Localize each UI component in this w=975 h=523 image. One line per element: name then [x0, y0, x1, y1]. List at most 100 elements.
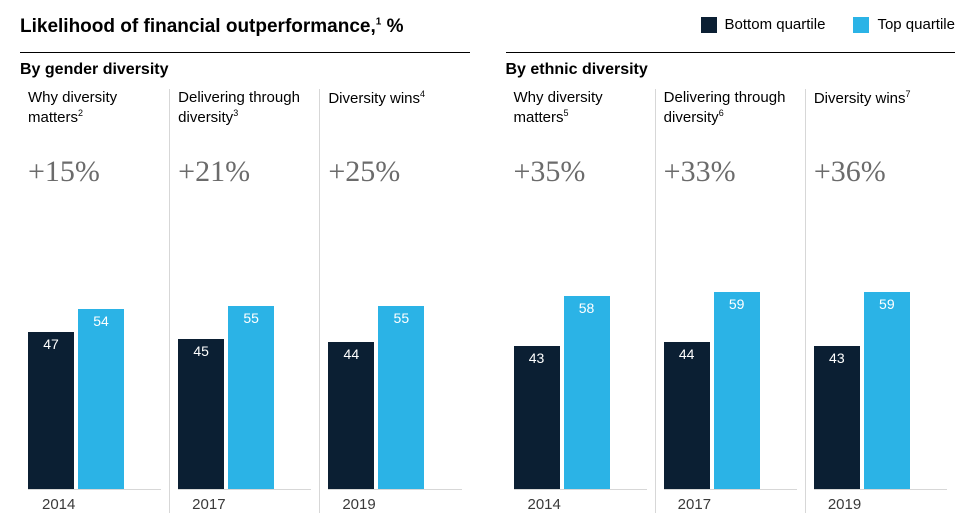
legend: Bottom quartile Top quartile: [701, 16, 955, 33]
legend-item-top: Top quartile: [853, 16, 955, 33]
panel: Delivering through diversity3+21%4555201…: [170, 89, 320, 513]
bar-value: 58: [564, 296, 610, 320]
bars: 4555: [178, 203, 311, 489]
bar-bottom: 43: [814, 346, 860, 489]
panel-label-text: Diversity wins: [814, 90, 906, 107]
delta-value: +15%: [28, 155, 161, 189]
bar-value: 47: [28, 332, 74, 356]
bars: 4754: [28, 203, 161, 489]
bar-value: 59: [864, 292, 910, 316]
panel-label: Delivering through diversity6: [664, 89, 797, 147]
bars-area: 43 58 2014: [514, 203, 647, 513]
panel: Diversity wins7 +36% 43 59 2019: [806, 89, 955, 513]
panel: Why diversity matters5 +35% 43 58 2014: [506, 89, 656, 513]
delta-value: +25%: [328, 155, 461, 189]
bar-top: 58: [564, 296, 610, 489]
panel-label-text: Delivering through diversity: [664, 89, 786, 126]
bar-bottom: 44: [664, 342, 710, 489]
bars: 4455: [328, 203, 461, 489]
panel-label: Why diversity matters5: [514, 89, 647, 147]
bar-rect: 55: [378, 306, 424, 489]
bar-top: 55: [228, 306, 274, 489]
swatch-bottom: [701, 17, 717, 33]
bar-rect: 45: [178, 339, 224, 489]
year-label: 2014: [28, 489, 161, 513]
chart-root: Likelihood of financial outperformance,1…: [0, 0, 975, 523]
bar-rect: 54: [78, 309, 124, 489]
legend-label-bottom: Bottom quartile: [725, 16, 826, 33]
bar-rect: 59: [714, 292, 760, 489]
year-label: 2017: [664, 489, 797, 513]
bar-top: 59: [864, 292, 910, 489]
sections: By gender diversity Why diversity matters…: [20, 52, 955, 513]
panel-label-text: Why diversity matters: [514, 89, 603, 126]
bar-value: 45: [178, 339, 224, 363]
panel-label-text: Diversity wins: [328, 90, 420, 107]
year-label: 2014: [514, 489, 647, 513]
panel-footnote: 3: [233, 108, 238, 118]
section: By ethnic diversity Why diversity matters…: [506, 52, 956, 513]
bars: 44 59: [664, 203, 797, 489]
bar-bottom: 45: [178, 339, 224, 489]
bars-area: 44 59 2017: [664, 203, 797, 513]
bar-top: 55: [378, 306, 424, 489]
panel-footnote: 4: [420, 89, 425, 99]
bars-area: 45552017: [178, 203, 311, 513]
year-label: 2017: [178, 489, 311, 513]
bar-value: 55: [378, 306, 424, 330]
bar-value: 59: [714, 292, 760, 316]
section: By gender diversity Why diversity matters…: [20, 52, 470, 513]
bar-bottom: 44: [328, 342, 374, 489]
year-label: 2019: [814, 489, 947, 513]
bar-top: 54: [78, 309, 124, 489]
swatch-top: [853, 17, 869, 33]
header-row: Likelihood of financial outperformance,1…: [20, 16, 955, 38]
bar-rect: 43: [514, 346, 560, 489]
panel-footnote: 7: [906, 89, 911, 99]
legend-label-top: Top quartile: [877, 16, 955, 33]
panel-footnote: 2: [78, 108, 83, 118]
bars-area: 44552019: [328, 203, 461, 513]
bar-value: 43: [814, 346, 860, 370]
bar-bottom: 47: [28, 332, 74, 489]
panels: Why diversity matters5 +35% 43 58 2014 Delive…: [506, 89, 956, 513]
delta-value: +33%: [664, 155, 797, 189]
delta-value: +36%: [814, 155, 947, 189]
section-heading: By gender diversity: [20, 61, 470, 79]
bars-area: 43 59 2019: [814, 203, 947, 513]
bars-area: 47542014: [28, 203, 161, 513]
panel-footnote: 6: [719, 108, 724, 118]
panel-footnote: 5: [564, 108, 569, 118]
bar-rect: 55: [228, 306, 274, 489]
bar-rect: 44: [328, 342, 374, 489]
bar-rect: 43: [814, 346, 860, 489]
bar-rect: 58: [564, 296, 610, 489]
bar-value: 44: [328, 342, 374, 366]
bar-value: 43: [514, 346, 560, 370]
legend-item-bottom: Bottom quartile: [701, 16, 826, 33]
title-unit: %: [381, 16, 403, 37]
panel: Why diversity matters2+15%47542014: [20, 89, 170, 513]
section-heading: By ethnic diversity: [506, 61, 956, 79]
bar-rect: 59: [864, 292, 910, 489]
panel-label: Delivering through diversity3: [178, 89, 311, 147]
bars: 43 58: [514, 203, 647, 489]
panel-label: Diversity wins4: [328, 89, 461, 147]
chart-title: Likelihood of financial outperformance,1…: [20, 16, 404, 38]
panel-label-text: Why diversity matters: [28, 89, 117, 126]
delta-value: +35%: [514, 155, 647, 189]
panel-label-text: Delivering through diversity: [178, 89, 300, 126]
bar-rect: 47: [28, 332, 74, 489]
delta-value: +21%: [178, 155, 311, 189]
bar-value: 44: [664, 342, 710, 366]
panel-label: Diversity wins7: [814, 89, 947, 147]
bars: 43 59: [814, 203, 947, 489]
panels: Why diversity matters2+15%47542014Delive…: [20, 89, 470, 513]
bar-top: 59: [714, 292, 760, 489]
bar-rect: 44: [664, 342, 710, 489]
year-label: 2019: [328, 489, 461, 513]
panel: Diversity wins4+25%44552019: [320, 89, 469, 513]
bar-value: 54: [78, 309, 124, 333]
title-main: Likelihood of financial outperformance,: [20, 16, 376, 37]
bar-value: 55: [228, 306, 274, 330]
